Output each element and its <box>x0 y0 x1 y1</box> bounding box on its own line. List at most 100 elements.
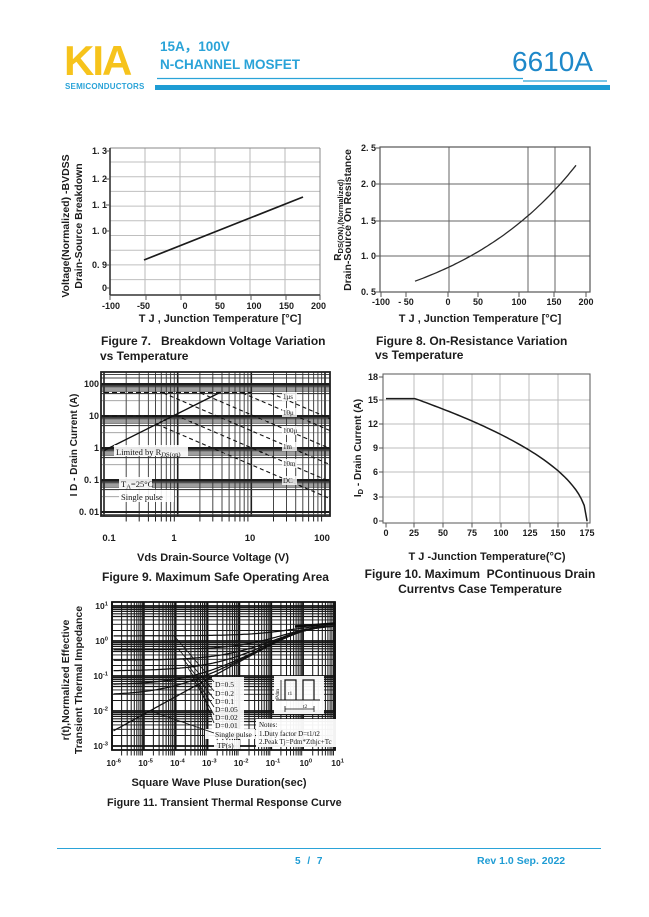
svg-text:100μ: 100μ <box>283 427 298 435</box>
svg-text:10-3: 10-3 <box>93 741 108 751</box>
svg-text:10m: 10m <box>283 460 296 468</box>
svg-text:0: 0 <box>102 283 107 293</box>
svg-text:Figure 11. Transient Thermal R: Figure 11. Transient Thermal Response Cu… <box>107 797 342 809</box>
svg-text:r(t),Normalized Effective: r(t),Normalized Effective <box>60 619 72 740</box>
svg-text:100: 100 <box>314 533 330 544</box>
svg-text:175: 175 <box>579 528 594 538</box>
svg-text:2. 0: 2. 0 <box>361 179 376 189</box>
svg-text:SEMICONDUCTORS: SEMICONDUCTORS <box>65 82 145 91</box>
svg-text:50: 50 <box>215 301 225 311</box>
svg-text:6: 6 <box>373 467 378 477</box>
svg-text:101: 101 <box>331 758 344 768</box>
svg-text:25: 25 <box>409 528 419 538</box>
svg-text:D=0.02: D=0.02 <box>215 713 238 722</box>
svg-text:- 50: - 50 <box>398 297 414 307</box>
svg-text:9: 9 <box>373 443 378 453</box>
svg-text:Voltage(Normalized) -BVDSS: Voltage(Normalized) -BVDSS <box>60 154 72 297</box>
svg-text:vs Temperature: vs Temperature <box>375 348 464 362</box>
svg-text:-50: -50 <box>137 301 150 311</box>
svg-text:150: 150 <box>546 297 561 307</box>
svg-text:0. 01: 0. 01 <box>79 507 99 517</box>
svg-text:101: 101 <box>95 601 108 611</box>
svg-text:18: 18 <box>368 372 378 382</box>
svg-text:Currentvs Case Temperature: Currentvs Case Temperature <box>398 582 562 596</box>
svg-text:1: 1 <box>171 533 177 544</box>
svg-text:1. 5: 1. 5 <box>361 216 376 226</box>
svg-text:10: 10 <box>89 411 99 421</box>
svg-text:50: 50 <box>473 297 483 307</box>
svg-text:15: 15 <box>368 395 378 405</box>
svg-text:0: 0 <box>182 301 187 311</box>
svg-text:1.Duty factor D=t1/t2: 1.Duty factor D=t1/t2 <box>259 730 320 738</box>
svg-text:6610A: 6610A <box>512 46 593 77</box>
svg-text:100: 100 <box>246 301 261 311</box>
svg-text:D=0.5: D=0.5 <box>215 680 234 689</box>
svg-text:Rev 1.0 Sep. 2022: Rev 1.0 Sep. 2022 <box>477 855 565 867</box>
svg-text:N-CHANNEL MOSFET: N-CHANNEL MOSFET <box>160 57 301 72</box>
svg-text:Drain-Source On Resistance: Drain-Source On Resistance <box>342 149 354 291</box>
svg-text:D=0.01: D=0.01 <box>215 721 238 730</box>
svg-text:10-6: 10-6 <box>106 758 121 768</box>
svg-text:Limited by RDS(on): Limited by RDS(on) <box>116 447 180 459</box>
svg-text:1. 1: 1. 1 <box>92 200 107 210</box>
svg-text:I D - Drain Current (A): I D - Drain Current (A) <box>69 394 80 497</box>
svg-text:D=0.1: D=0.1 <box>215 697 234 706</box>
svg-text:Notes:: Notes: <box>259 721 277 729</box>
svg-text:Square Wave Pluse Duration(sec: Square Wave Pluse Duration(sec) <box>131 777 306 789</box>
svg-text:ID - Drain Current (A): ID - Drain Current (A) <box>353 399 365 497</box>
svg-text:100: 100 <box>84 379 99 389</box>
svg-text:-100: -100 <box>372 297 390 307</box>
svg-text:0. 1: 0. 1 <box>84 475 99 485</box>
svg-text:T J -Junction Temperature(°C): T J -Junction Temperature(°C) <box>409 551 566 563</box>
svg-text:150: 150 <box>279 301 294 311</box>
svg-text:0.1: 0.1 <box>102 533 116 544</box>
svg-text:10μ: 10μ <box>283 409 294 417</box>
svg-text:1. 2: 1. 2 <box>92 174 107 184</box>
svg-text:T J , Junction Temperature [°C: T J , Junction Temperature [°C] <box>139 313 302 325</box>
svg-text:0: 0 <box>373 516 378 526</box>
svg-text:2.Peak Tj=Pdm*Zthjc+Tc: 2.Peak Tj=Pdm*Zthjc+Tc <box>259 738 332 746</box>
svg-text:75: 75 <box>467 528 477 538</box>
svg-text:10-1: 10-1 <box>93 671 108 681</box>
svg-text:Drain-Source Breakdown: Drain-Source Breakdown <box>73 163 85 288</box>
svg-text:15A，100V: 15A，100V <box>160 39 230 54</box>
svg-text:1μs: 1μs <box>283 393 293 401</box>
svg-text:Transient Thermal Impedance: Transient Thermal Impedance <box>73 606 85 754</box>
svg-text:10-5: 10-5 <box>138 758 153 768</box>
svg-text:Vds Drain-Source Voltage (V): Vds Drain-Source Voltage (V) <box>137 552 289 564</box>
svg-text:10-2: 10-2 <box>234 758 249 768</box>
svg-text:Single pulse: Single pulse <box>121 492 163 502</box>
svg-text:0: 0 <box>445 297 450 307</box>
svg-text:10-2: 10-2 <box>93 706 108 716</box>
svg-text:100: 100 <box>95 636 108 646</box>
svg-text:100: 100 <box>511 297 526 307</box>
svg-text:RDS(ON),(Normalized): RDS(ON),(Normalized) <box>333 179 345 261</box>
svg-text:Single pulse: Single pulse <box>215 730 253 739</box>
svg-text:1m: 1m <box>283 443 293 451</box>
svg-text:vs Temperature: vs Temperature <box>100 349 189 363</box>
svg-text:50: 50 <box>438 528 448 538</box>
svg-text:150: 150 <box>550 528 565 538</box>
svg-text:1. 0: 1. 0 <box>92 226 107 236</box>
svg-text:200: 200 <box>311 301 326 311</box>
svg-text:Figure 7. Breakdown Voltage: Figure 7. Breakdown Voltage Variation <box>101 334 326 348</box>
svg-text:10-1: 10-1 <box>266 758 281 768</box>
svg-text:12: 12 <box>368 419 378 429</box>
svg-text:T J , Junction Temperature [°C: T J , Junction Temperature [°C] <box>399 313 562 325</box>
svg-text:10-3: 10-3 <box>202 758 217 768</box>
svg-text:1. 0: 1. 0 <box>361 251 376 261</box>
svg-text:5 / 7: 5 / 7 <box>295 856 324 867</box>
svg-text:t1: t1 <box>288 691 293 697</box>
svg-text:-100: -100 <box>102 301 120 311</box>
svg-text:200: 200 <box>578 297 593 307</box>
svg-text:Figure 9. Maximum Safe Operati: Figure 9. Maximum Safe Operating Area <box>102 570 329 584</box>
svg-text:D=0.05: D=0.05 <box>215 705 238 714</box>
svg-text:1. 3: 1. 3 <box>92 146 107 156</box>
svg-text:Figure 8. On-Resistance Variat: Figure 8. On-Resistance Variation <box>376 334 567 348</box>
svg-text:100: 100 <box>299 758 312 768</box>
svg-text:TP(s): TP(s) <box>217 741 234 750</box>
svg-text:t2: t2 <box>303 704 308 710</box>
svg-text:TA=25°C: TA=25°C <box>121 479 154 491</box>
svg-text:0. 9: 0. 9 <box>92 260 107 270</box>
svg-text:100: 100 <box>493 528 508 538</box>
